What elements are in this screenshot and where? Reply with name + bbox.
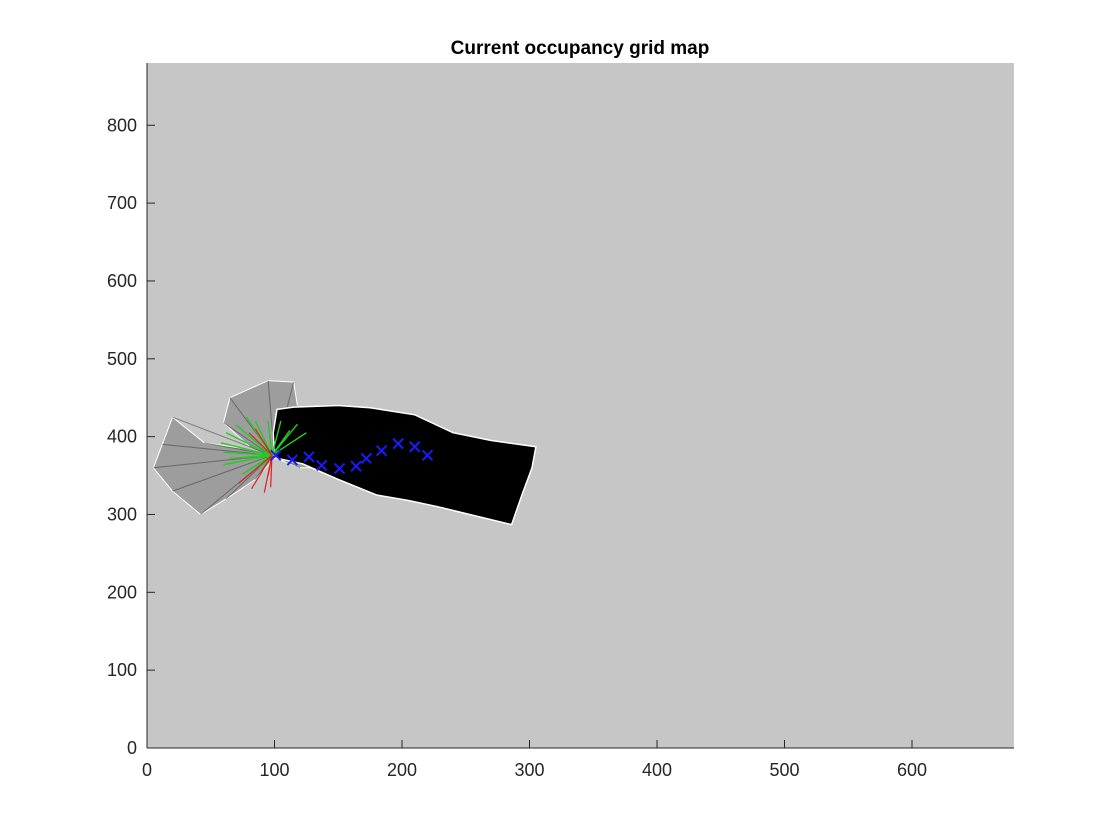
trajectory-marker-stroke — [315, 459, 328, 472]
trajectory-marker-stroke — [303, 451, 315, 463]
x-axis: 0 100 200 300 400 500 600 — [142, 740, 1014, 780]
y-tick-label: 300 — [107, 504, 137, 524]
trajectory-marker — [392, 437, 404, 450]
scan-ray-free — [223, 454, 273, 466]
plot-area — [147, 63, 1014, 748]
scan-ray-free — [254, 420, 273, 456]
y-tick-label: 400 — [107, 427, 137, 447]
scan-fan-line — [172, 454, 273, 492]
scan-ray-free — [271, 430, 291, 456]
trajectory-marker — [421, 449, 434, 462]
x-tick-label: 500 — [769, 760, 799, 780]
trajectory-marker — [350, 460, 362, 472]
scan-ray-hit — [248, 432, 273, 456]
x-tick-label: 300 — [514, 760, 544, 780]
y-tick-label: 600 — [107, 271, 137, 291]
scan-ray-free — [229, 454, 273, 460]
map-content — [152, 380, 537, 526]
scan-ray-hit — [238, 454, 273, 484]
y-tick-label: 500 — [107, 349, 137, 369]
trajectory-marker-stroke — [409, 441, 421, 453]
trajectory-marker — [315, 459, 328, 472]
x-tick-label: 0 — [142, 760, 152, 780]
y-tick-label: 0 — [127, 738, 137, 758]
y-tick-label: 200 — [107, 582, 137, 602]
unknown-region — [147, 63, 1014, 748]
scan-ray-free — [271, 432, 307, 456]
x-tick-label: 100 — [259, 760, 289, 780]
y-axis: 0 100 200 300 400 500 600 700 800 — [107, 63, 155, 758]
trajectory-marker — [270, 449, 282, 462]
free-space-region — [272, 404, 537, 526]
scan-fan-line — [172, 416, 273, 456]
chart-title: Current occupancy grid map — [451, 38, 710, 59]
y-tick-label: 100 — [107, 660, 137, 680]
scan-ray-free — [267, 420, 273, 456]
trajectory-marker — [375, 444, 388, 457]
trajectory-marker — [286, 454, 299, 466]
scan-ray-free — [223, 451, 272, 457]
x-tick-label: 400 — [642, 760, 672, 780]
x-tick-label: 600 — [897, 760, 927, 780]
trajectory-marker-stroke — [360, 452, 373, 465]
trajectory-marker-stroke — [350, 460, 362, 472]
trajectory-marker-stroke — [270, 449, 282, 462]
y-tick-label: 700 — [107, 193, 137, 213]
trajectory-marker-stroke — [375, 444, 388, 457]
trajectory-marker — [333, 462, 346, 475]
trajectory-marker-stroke — [392, 437, 404, 450]
trajectory-marker-stroke — [286, 454, 299, 466]
scan-ray-hit — [254, 428, 273, 456]
trajectory-marker — [409, 441, 421, 453]
trajectory-marker — [360, 452, 373, 465]
scan-ray-free — [242, 454, 273, 475]
x-tick-label: 200 — [387, 760, 417, 780]
trajectory-marker-stroke — [333, 462, 346, 475]
scan-ray-free — [271, 420, 282, 456]
scan-ray-free — [225, 432, 273, 456]
trajectory-marker-stroke — [421, 449, 434, 462]
y-tick-label: 800 — [107, 115, 137, 135]
scan-ray-free — [220, 442, 273, 456]
trajectory-marker — [303, 451, 315, 463]
scan-ray-hit — [251, 455, 273, 490]
